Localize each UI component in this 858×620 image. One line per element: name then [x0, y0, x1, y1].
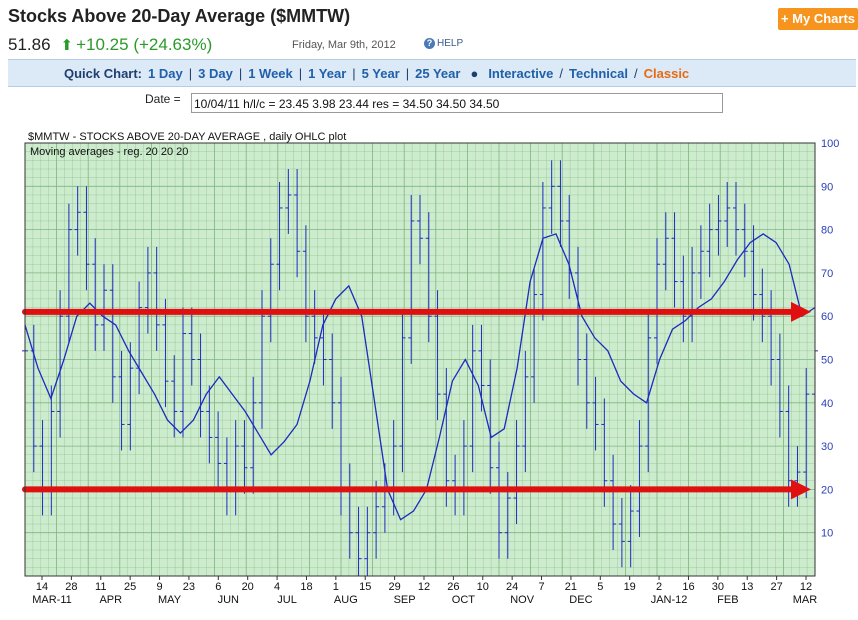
- separator: |: [352, 65, 356, 81]
- x-month-label: SEP: [394, 594, 416, 606]
- y-tick-label: 30: [821, 441, 833, 453]
- ohlc-bars: [22, 160, 818, 576]
- x-month-label: MAY: [158, 594, 182, 606]
- period-link-1y[interactable]: 1 Year: [308, 65, 347, 81]
- slash: /: [634, 65, 638, 81]
- date-label: Date =: [145, 92, 181, 106]
- x-day-label: 5: [597, 581, 603, 593]
- last-price: 51.86: [8, 35, 51, 54]
- separator: |: [238, 65, 243, 81]
- slash: /: [559, 65, 563, 81]
- y-tick-label: 40: [821, 398, 833, 410]
- x-day-label: 16: [682, 581, 694, 593]
- quote-date: Friday, Mar 9th, 2012: [292, 39, 396, 51]
- y-tick-label: 90: [821, 181, 833, 193]
- y-tick-label: 10: [821, 528, 833, 540]
- chart-subtitle: Moving averages - reg. 20 20 20: [30, 146, 188, 158]
- quick-chart-label: Quick Chart:: [64, 65, 143, 81]
- x-day-label: 25: [124, 581, 136, 593]
- x-day-label: 20: [242, 581, 254, 593]
- period-link-3d[interactable]: 3 Day: [198, 65, 233, 81]
- x-day-label: 2: [656, 581, 662, 593]
- period-link-25y[interactable]: 25 Year: [415, 65, 461, 81]
- reference-arrows: [22, 301, 811, 500]
- x-day-label: 21: [565, 581, 577, 593]
- technical-link[interactable]: Technical: [568, 65, 628, 81]
- quick-chart-bar: Quick Chart: 1 Day | 3 Day | 1 Week | 1 Yea…: [8, 59, 856, 87]
- y-tick-label: 70: [821, 268, 833, 280]
- x-month-label: JUL: [277, 594, 297, 606]
- x-day-label: 7: [538, 581, 544, 593]
- date-field[interactable]: 10/04/11 h/l/c = 23.45 3.98 23.44 res = …: [191, 93, 723, 113]
- x-month-label: JUN: [218, 594, 239, 606]
- separator: |: [188, 65, 193, 81]
- y-tick-label: 50: [821, 355, 833, 367]
- bullet-icon: ●: [470, 65, 479, 81]
- x-day-label: 6: [215, 581, 221, 593]
- page-title: Stocks Above 20-Day Average ($MMTW): [8, 6, 351, 26]
- help-label: HELP: [437, 38, 464, 49]
- x-day-label: 11: [95, 581, 106, 593]
- x-day-label: 14: [36, 581, 48, 593]
- chart-title: $MMTW - STOCKS ABOVE 20-DAY AVERAGE , da…: [28, 131, 346, 143]
- period-link-1w[interactable]: 1 Week: [248, 65, 293, 81]
- x-day-label: 24: [506, 581, 518, 593]
- x-month-label: MAR: [793, 594, 818, 606]
- x-day-label: 18: [300, 581, 312, 593]
- x-month-label: AUG: [334, 594, 358, 606]
- plot-frame: [24, 142, 816, 577]
- red-arrow-head: [791, 301, 811, 322]
- x-month-label: JAN-12: [651, 594, 688, 606]
- y-tick-label: 80: [821, 225, 833, 237]
- moving-average-line: [24, 233, 816, 521]
- x-day-label: 23: [183, 581, 195, 593]
- quote-line: 51.86 ⬆ +10.25 (+24.63%): [8, 35, 212, 55]
- help-icon: ?: [424, 38, 435, 49]
- my-charts-button[interactable]: + My Charts: [778, 8, 858, 30]
- x-day-label: 4: [274, 581, 280, 593]
- price-change: +10.25 (+24.63%): [76, 35, 213, 54]
- x-month-label: OCT: [452, 594, 476, 606]
- x-day-label: 13: [741, 581, 753, 593]
- y-tick-label: 100: [821, 138, 839, 150]
- x-day-label: 12: [800, 581, 812, 593]
- separator: |: [405, 65, 410, 81]
- x-month-label: DEC: [569, 594, 592, 606]
- x-month-label: FEB: [717, 594, 738, 606]
- x-day-label: 15: [359, 581, 371, 593]
- x-day-label: 10: [477, 581, 489, 593]
- red-arrow-head: [791, 479, 811, 500]
- classic-link[interactable]: Classic: [643, 65, 690, 81]
- x-month-label: MAR-11: [32, 594, 72, 606]
- x-month-label: NOV: [510, 594, 535, 606]
- x-day-label: 12: [418, 581, 430, 593]
- separator: |: [298, 65, 303, 81]
- x-day-label: 1: [333, 581, 339, 593]
- up-arrow-icon: ⬆: [60, 37, 74, 54]
- y-tick-label: 20: [821, 484, 833, 496]
- x-month-label: APR: [99, 594, 122, 606]
- x-day-label: 27: [770, 581, 782, 593]
- x-axis: 14 28 11 25 9 23 6 20 4 18 1 15 29 12 26 10 24 7 21 5 19 2 16 3…: [32, 576, 817, 606]
- x-day-label: 29: [388, 581, 400, 593]
- x-day-label: 9: [156, 581, 162, 593]
- x-day-label: 19: [624, 581, 636, 593]
- grid: [24, 142, 816, 577]
- y-axis: 10 20 30 40 50 60 70 80 90 100: [821, 138, 839, 540]
- period-link-5y[interactable]: 5 Year: [361, 65, 400, 81]
- x-day-label: 28: [65, 581, 77, 593]
- interactive-link[interactable]: Interactive: [488, 65, 554, 81]
- x-day-label: 26: [447, 581, 459, 593]
- y-tick-label: 60: [821, 311, 833, 323]
- period-link-1d[interactable]: 1 Day: [148, 65, 183, 81]
- help-link[interactable]: ? HELP: [424, 38, 463, 49]
- x-day-label: 30: [712, 581, 724, 593]
